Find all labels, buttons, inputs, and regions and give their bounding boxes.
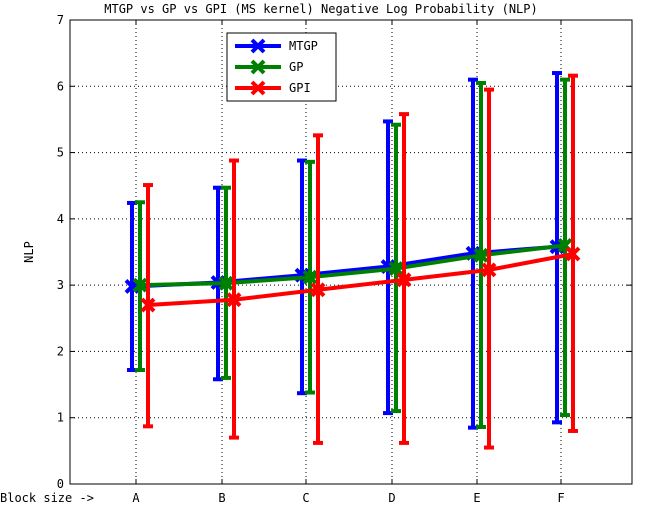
plot-frame <box>69 19 633 485</box>
x-tick-label: C <box>302 491 309 505</box>
y-tick-label: 3 <box>57 278 64 292</box>
legend: MTGP GP GPI <box>226 32 337 102</box>
y-tick-label: 2 <box>57 344 64 358</box>
data-point <box>473 247 489 263</box>
legend-label: GPI <box>289 81 311 95</box>
grid <box>70 20 632 484</box>
x-axis-label: Block size -> <box>0 491 94 505</box>
y-tick-label: 7 <box>57 13 64 27</box>
x-tick-label: F <box>557 491 564 505</box>
chart-title: MTGP vs GP vs GPI (MS kernel) Negative L… <box>104 2 537 16</box>
data-point <box>302 269 318 285</box>
y-tick-label: 1 <box>57 411 64 425</box>
legend-swatch-marker <box>250 38 266 54</box>
x-tick-label: D <box>388 491 395 505</box>
series-line <box>147 252 574 308</box>
legend-swatch-marker <box>250 80 266 96</box>
data-point <box>226 292 242 308</box>
series-mtgp <box>124 71 565 430</box>
legend-entry: GP <box>235 59 303 75</box>
data-point <box>481 262 497 278</box>
axes: 0 1 2 3 4 5 6 7 A B C D E F <box>57 13 633 505</box>
data-point <box>140 297 156 313</box>
y-axis-label: NLP <box>22 241 36 263</box>
legend-label: MTGP <box>289 39 318 53</box>
series-line <box>139 243 566 288</box>
y-tick-label: 4 <box>57 212 64 226</box>
data-point <box>218 275 234 291</box>
series-gp <box>132 77 573 429</box>
legend-swatch-marker <box>250 59 266 75</box>
x-tick-label: A <box>132 491 140 505</box>
x-tick-label: B <box>218 491 225 505</box>
data-point <box>396 272 412 288</box>
data-point <box>565 246 581 262</box>
legend-label: GP <box>289 60 303 74</box>
y-tick-label: 6 <box>57 79 64 93</box>
legend-entry: MTGP <box>235 38 318 54</box>
y-tick-label: 5 <box>57 146 64 160</box>
legend-entry: GPI <box>235 80 311 96</box>
series-gpi <box>140 73 581 450</box>
data-point <box>388 261 404 276</box>
data-point <box>132 277 148 293</box>
y-tick-label: 0 <box>57 477 64 491</box>
series <box>124 71 581 450</box>
x-tick-label: E <box>473 491 480 505</box>
data-point <box>310 282 326 298</box>
